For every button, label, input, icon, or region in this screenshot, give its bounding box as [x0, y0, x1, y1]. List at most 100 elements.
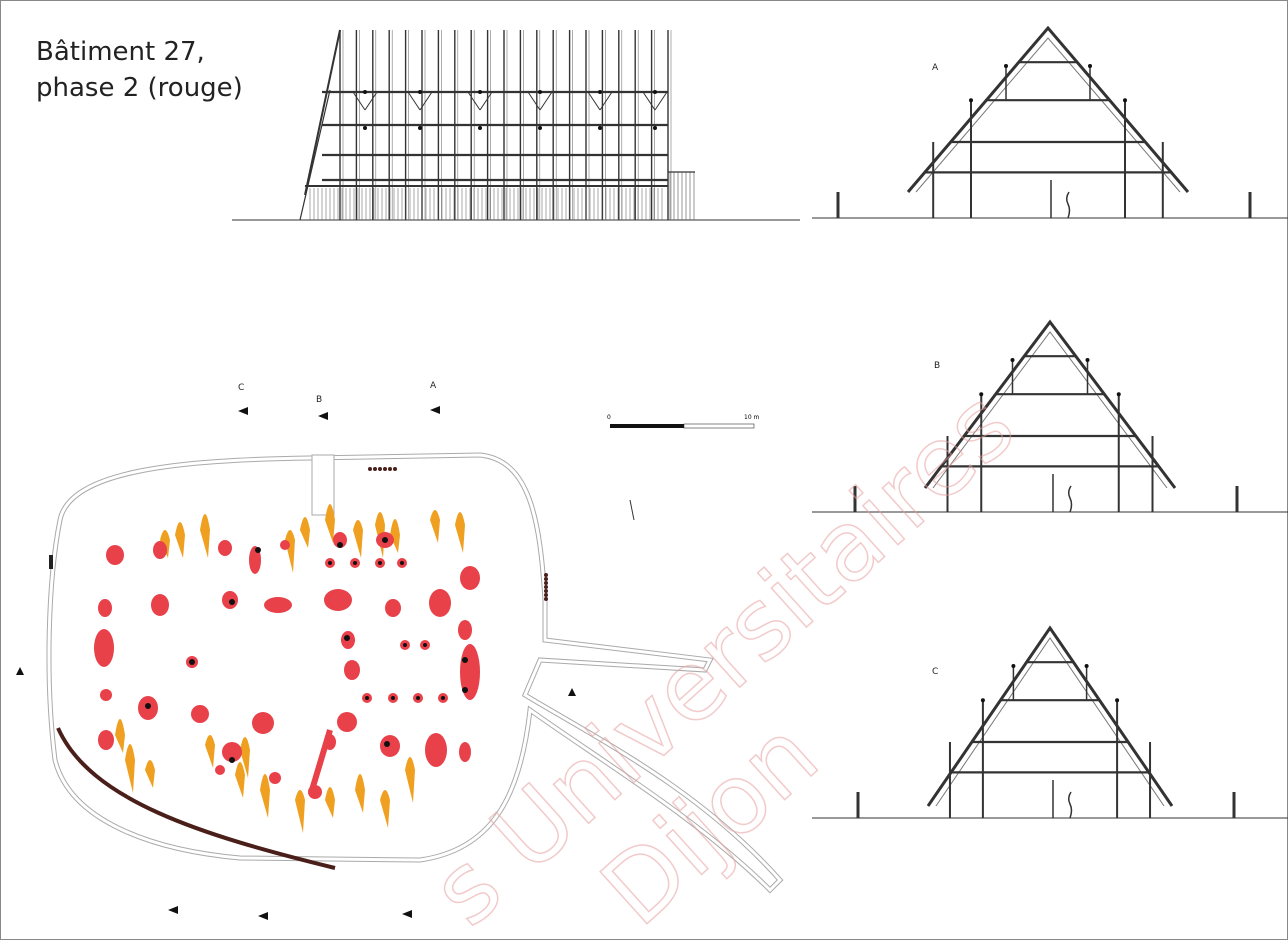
line [419, 91, 433, 111]
red-pit [269, 772, 281, 784]
section-label: A [932, 63, 939, 73]
red-pit [344, 660, 360, 680]
scale-label: 10 m [744, 414, 760, 421]
roof [926, 625, 1174, 807]
red-pit [191, 705, 209, 723]
orange-post [390, 519, 400, 553]
roof [923, 319, 1177, 489]
line [479, 91, 493, 111]
title-line: phase 2 (rouge) [36, 73, 243, 103]
peg [1085, 358, 1090, 362]
red-pit [106, 545, 124, 565]
red-pit [215, 765, 225, 775]
section-marker [402, 910, 412, 918]
marker-label: B [316, 395, 322, 405]
line [587, 91, 601, 111]
red-pit [100, 689, 112, 701]
entrance [311, 454, 335, 516]
post-hole [145, 703, 151, 709]
peg [363, 90, 367, 94]
line [364, 91, 378, 111]
orange-post [200, 514, 210, 558]
section-marker [568, 688, 576, 696]
scale-label: 0 [607, 414, 611, 421]
red-pit [252, 712, 274, 734]
line [539, 91, 553, 111]
line [407, 91, 421, 111]
peg [418, 90, 422, 94]
red-pit [98, 730, 114, 750]
roof-inner [935, 637, 1165, 807]
stake [544, 589, 548, 593]
orange-post [325, 787, 335, 818]
stake [388, 467, 392, 471]
peg [478, 126, 482, 130]
red-pit [280, 540, 290, 550]
orange-post [295, 790, 305, 833]
peg [1084, 664, 1089, 668]
stake [49, 555, 53, 569]
peg [969, 98, 973, 103]
peg [1116, 392, 1121, 397]
section-label: B [934, 361, 940, 371]
post-hole [391, 696, 395, 700]
red-pit [385, 599, 401, 617]
line [629, 499, 635, 521]
artwork [16, 25, 1288, 920]
red-trench [309, 729, 333, 791]
title-line: Bâtiment 27, [36, 37, 205, 67]
orange-post [240, 737, 250, 778]
post-hole [462, 687, 468, 693]
section-marker [258, 912, 268, 920]
orange-post [115, 719, 125, 753]
orange-post [325, 504, 335, 543]
peg [653, 90, 657, 94]
line [299, 89, 331, 221]
red-pit [94, 629, 114, 667]
stake [393, 467, 397, 471]
line [304, 29, 341, 196]
wall-trace [56, 727, 336, 870]
roof [906, 25, 1190, 193]
stake [383, 467, 387, 471]
stake [544, 581, 548, 585]
figure [1067, 791, 1073, 819]
stake [544, 597, 548, 601]
stake [544, 577, 548, 581]
red-pit [429, 589, 451, 617]
stake [544, 585, 548, 589]
red-pit [264, 597, 292, 613]
post-hole [382, 537, 388, 543]
scale-bar [683, 423, 755, 429]
scale-bar [610, 424, 684, 428]
stake [544, 573, 548, 577]
line [467, 91, 481, 111]
orange-post [175, 522, 185, 558]
red-pit [218, 540, 232, 556]
peg [1115, 698, 1120, 703]
line [352, 91, 366, 111]
section-marker [238, 407, 248, 415]
section-marker [430, 406, 440, 414]
section-marker [318, 412, 328, 420]
peg [538, 90, 542, 94]
stake [544, 593, 548, 597]
peg [1088, 64, 1092, 68]
orange-post [145, 760, 155, 788]
red-pit [459, 742, 471, 762]
marker-label: A [430, 381, 437, 391]
post-hole [229, 599, 235, 605]
peg [1123, 98, 1127, 103]
peg [1004, 64, 1008, 68]
orange-post [430, 510, 440, 543]
orange-post [125, 744, 135, 793]
orange-post [380, 790, 390, 828]
post-hole [384, 741, 390, 747]
line [642, 91, 656, 111]
red-pit [222, 742, 242, 762]
red-pit [460, 566, 480, 590]
section-marker [168, 906, 178, 914]
post-hole [255, 547, 261, 553]
